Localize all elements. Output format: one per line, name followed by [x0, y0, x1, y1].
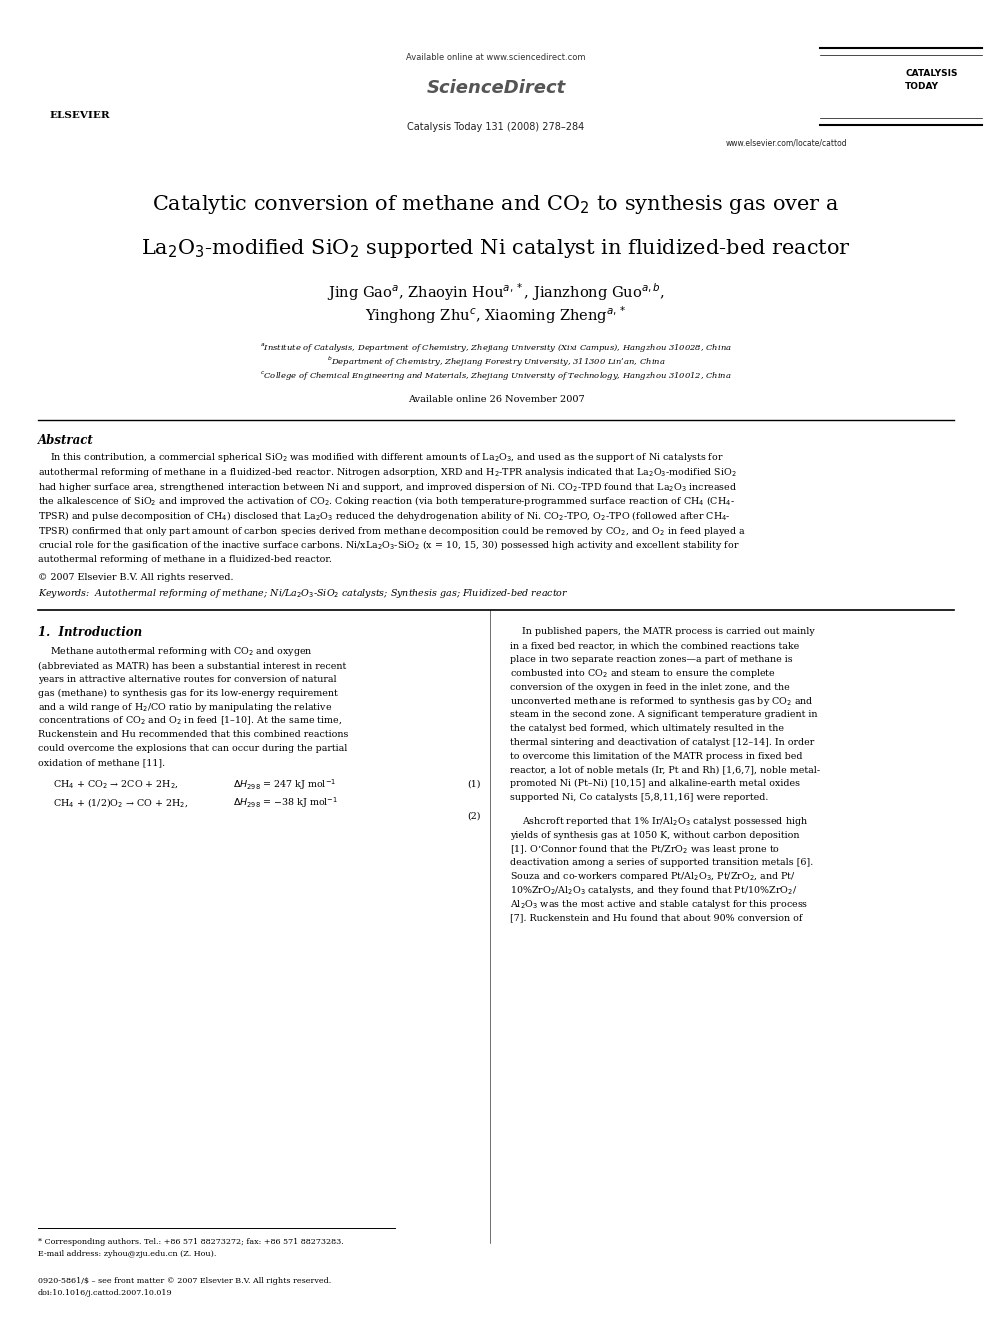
Text: gas (methane) to synthesis gas for its low-energy requirement: gas (methane) to synthesis gas for its l… — [38, 689, 337, 699]
Text: TPSR) and pulse decomposition of CH$_4$) disclosed that La$_2$O$_3$ reduced the : TPSR) and pulse decomposition of CH$_4$)… — [38, 509, 731, 523]
Text: Available online at www.sciencedirect.com: Available online at www.sciencedirect.co… — [407, 53, 585, 62]
Text: doi:10.1016/j.cattod.2007.10.019: doi:10.1016/j.cattod.2007.10.019 — [38, 1289, 173, 1297]
Text: years in attractive alternative routes for conversion of natural: years in attractive alternative routes f… — [38, 675, 336, 684]
Text: (1): (1) — [467, 779, 481, 789]
Text: $\Delta H_{298}$ = −38 kJ mol$^{-1}$: $\Delta H_{298}$ = −38 kJ mol$^{-1}$ — [233, 795, 338, 810]
Text: crucial role for the gasification of the inactive surface carbons. Ni/xLa$_2$O$_: crucial role for the gasification of the… — [38, 538, 740, 552]
Text: yields of synthesis gas at 1050 K, without carbon deposition: yields of synthesis gas at 1050 K, witho… — [510, 831, 800, 840]
Text: ScienceDirect: ScienceDirect — [427, 79, 565, 97]
Text: place in two separate reaction zones—a part of methane is: place in two separate reaction zones—a p… — [510, 655, 793, 664]
Text: CH$_4$ + (1/2)O$_2$ → CO + 2H$_2$,: CH$_4$ + (1/2)O$_2$ → CO + 2H$_2$, — [53, 795, 188, 808]
Text: Available online 26 November 2007: Available online 26 November 2007 — [408, 396, 584, 405]
Text: © 2007 Elsevier B.V. All rights reserved.: © 2007 Elsevier B.V. All rights reserved… — [38, 573, 233, 582]
Text: $\Delta H_{298}$ = 247 kJ mol$^{-1}$: $\Delta H_{298}$ = 247 kJ mol$^{-1}$ — [233, 777, 336, 791]
Text: CH$_4$ + CO$_2$ → 2CO + 2H$_2$,: CH$_4$ + CO$_2$ → 2CO + 2H$_2$, — [53, 778, 179, 790]
Text: TPSR) confirmed that only part amount of carbon species derived from methane dec: TPSR) confirmed that only part amount of… — [38, 524, 746, 537]
Text: www.elsevier.com/locate/cattod: www.elsevier.com/locate/cattod — [725, 139, 847, 147]
Text: ELSEVIER: ELSEVIER — [50, 111, 110, 119]
Text: CATALYSIS
TODAY: CATALYSIS TODAY — [905, 69, 957, 91]
Text: $^a$Institute of Catalysis, Department of Chemistry, Zhejiang University (Xixi C: $^a$Institute of Catalysis, Department o… — [260, 341, 732, 355]
Text: the alkalescence of SiO$_2$ and improved the activation of CO$_2$. Coking reacti: the alkalescence of SiO$_2$ and improved… — [38, 495, 735, 508]
Text: [7]. Ruckenstein and Hu found that about 90% conversion of: [7]. Ruckenstein and Hu found that about… — [510, 913, 803, 922]
Text: Methane autothermal reforming with CO$_2$ and oxygen: Methane autothermal reforming with CO$_2… — [38, 646, 312, 659]
Text: supported Ni, Co catalysts [5,8,11,16] were reported.: supported Ni, Co catalysts [5,8,11,16] w… — [510, 792, 769, 802]
Text: Souza and co-workers compared Pt/Al$_2$O$_3$, Pt/ZrO$_2$, and Pt/: Souza and co-workers compared Pt/Al$_2$O… — [510, 871, 796, 882]
Text: conversion of the oxygen in feed in the inlet zone, and the: conversion of the oxygen in feed in the … — [510, 683, 790, 692]
Text: Al$_2$O$_3$ was the most active and stable catalyst for this process: Al$_2$O$_3$ was the most active and stab… — [510, 898, 808, 910]
Text: unconverted methane is reformed to synthesis gas by CO$_2$ and: unconverted methane is reformed to synth… — [510, 695, 813, 708]
Text: in a fixed bed reactor, in which the combined reactions take: in a fixed bed reactor, in which the com… — [510, 642, 800, 651]
Text: promoted Ni (Pt–Ni) [10,15] and alkaline-earth metal oxides: promoted Ni (Pt–Ni) [10,15] and alkaline… — [510, 779, 800, 789]
Text: Ashcroft reported that 1% Ir/Al$_2$O$_3$ catalyst possessed high: Ashcroft reported that 1% Ir/Al$_2$O$_3$… — [510, 815, 808, 828]
Text: could overcome the explosions that can occur during the partial: could overcome the explosions that can o… — [38, 744, 347, 753]
Text: thermal sintering and deactivation of catalyst [12–14]. In order: thermal sintering and deactivation of ca… — [510, 738, 814, 747]
Text: Yinghong Zhu$^c$, Xiaoming Zheng$^{a,*}$: Yinghong Zhu$^c$, Xiaoming Zheng$^{a,*}$ — [365, 304, 627, 325]
Text: reactor, a lot of noble metals (Ir, Pt and Rh) [1,6,7], noble metal-: reactor, a lot of noble metals (Ir, Pt a… — [510, 766, 820, 774]
Text: Abstract: Abstract — [38, 434, 94, 446]
Text: steam in the second zone. A significant temperature gradient in: steam in the second zone. A significant … — [510, 710, 817, 720]
Text: 10%ZrO$_2$/Al$_2$O$_3$ catalysts, and they found that Pt/10%ZrO$_2$/: 10%ZrO$_2$/Al$_2$O$_3$ catalysts, and th… — [510, 884, 798, 897]
Text: autothermal reforming of methane in a fluidized-bed reactor.: autothermal reforming of methane in a fl… — [38, 556, 332, 564]
Text: to overcome this limitation of the MATR process in fixed bed: to overcome this limitation of the MATR … — [510, 751, 803, 761]
Text: [1]. O’Connor found that the Pt/ZrO$_2$ was least prone to: [1]. O’Connor found that the Pt/ZrO$_2$ … — [510, 843, 781, 856]
Text: In this contribution, a commercial spherical SiO$_2$ was modified with different: In this contribution, a commercial spher… — [38, 451, 724, 464]
Text: oxidation of methane [11].: oxidation of methane [11]. — [38, 758, 165, 767]
Text: $^b$Department of Chemistry, Zhejiang Forestry University, 311300 Lin’an, China: $^b$Department of Chemistry, Zhejiang Fo… — [326, 355, 666, 369]
Text: the catalyst bed formed, which ultimately resulted in the: the catalyst bed formed, which ultimatel… — [510, 724, 784, 733]
Text: and a wild range of H$_2$/CO ratio by manipulating the relative: and a wild range of H$_2$/CO ratio by ma… — [38, 701, 332, 713]
Text: (abbreviated as MATR) has been a substantial interest in recent: (abbreviated as MATR) has been a substan… — [38, 662, 346, 671]
Text: * Corresponding authors. Tel.: +86 571 88273272; fax: +86 571 88273283.: * Corresponding authors. Tel.: +86 571 8… — [38, 1238, 344, 1246]
Text: La$_2$O$_3$-modified SiO$_2$ supported Ni catalyst in fluidized-bed reactor: La$_2$O$_3$-modified SiO$_2$ supported N… — [141, 237, 851, 259]
Text: $^c$College of Chemical Engineering and Materials, Zhejiang University of Techno: $^c$College of Chemical Engineering and … — [260, 369, 732, 382]
Text: autothermal reforming of methane in a fluidized-bed reactor. Nitrogen adsorption: autothermal reforming of methane in a fl… — [38, 466, 737, 479]
Text: Keywords:  Autothermal reforming of methane; Ni/La$_2$O$_3$-SiO$_2$ catalysts; S: Keywords: Autothermal reforming of metha… — [38, 587, 568, 601]
Text: combusted into CO$_2$ and steam to ensure the complete: combusted into CO$_2$ and steam to ensur… — [510, 667, 776, 680]
Text: deactivation among a series of supported transition metals [6].: deactivation among a series of supported… — [510, 859, 813, 868]
Text: Ruckenstein and Hu recommended that this combined reactions: Ruckenstein and Hu recommended that this… — [38, 730, 348, 740]
Text: had higher surface area, strengthened interaction between Ni and support, and im: had higher surface area, strengthened in… — [38, 480, 737, 493]
Text: concentrations of CO$_2$ and O$_2$ in feed [1–10]. At the same time,: concentrations of CO$_2$ and O$_2$ in fe… — [38, 714, 342, 728]
Text: In published papers, the MATR process is carried out mainly: In published papers, the MATR process is… — [510, 627, 814, 636]
Text: 0920-5861/$ – see front matter © 2007 Elsevier B.V. All rights reserved.: 0920-5861/$ – see front matter © 2007 El… — [38, 1277, 331, 1285]
Text: Jing Gao$^a$, Zhaoyin Hou$^{a,*}$, Jianzhong Guo$^{a,b}$,: Jing Gao$^a$, Zhaoyin Hou$^{a,*}$, Jianz… — [327, 282, 665, 303]
Text: (2): (2) — [467, 812, 481, 820]
Text: 1.  Introduction: 1. Introduction — [38, 626, 142, 639]
Text: E-mail address: zyhou@zju.edu.cn (Z. Hou).: E-mail address: zyhou@zju.edu.cn (Z. Hou… — [38, 1250, 216, 1258]
Text: Catalysis Today 131 (2008) 278–284: Catalysis Today 131 (2008) 278–284 — [408, 122, 584, 132]
Text: Catalytic conversion of methane and CO$_2$ to synthesis gas over a: Catalytic conversion of methane and CO$_… — [153, 193, 839, 217]
